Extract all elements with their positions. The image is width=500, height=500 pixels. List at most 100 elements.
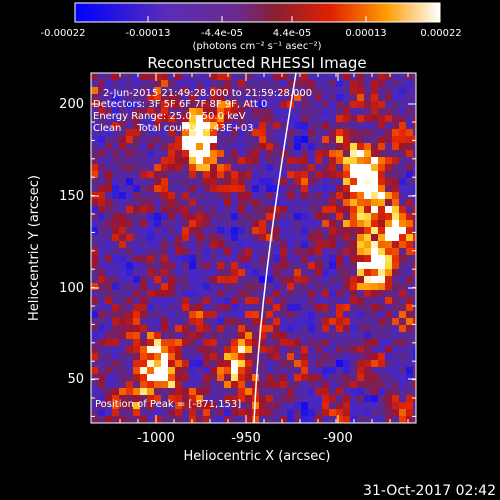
heatmap-cell (175, 339, 182, 346)
heatmap-cell (315, 332, 322, 339)
heatmap-cell (245, 206, 252, 213)
heatmap-cell (98, 164, 105, 171)
heatmap-cell (308, 157, 315, 164)
heatmap-cell (126, 374, 133, 381)
heatmap-cell (154, 269, 161, 276)
heatmap-cell (245, 115, 252, 122)
heatmap-cell (406, 339, 413, 346)
heatmap-cell (245, 304, 252, 311)
heatmap-cell (105, 241, 112, 248)
heatmap-cell (238, 374, 245, 381)
heatmap-cell (161, 80, 168, 87)
heatmap-cell (175, 402, 182, 409)
heatmap-cell (364, 248, 371, 255)
heatmap-cell (196, 171, 203, 178)
heatmap-cell (385, 178, 392, 185)
heatmap-cell (238, 122, 245, 129)
heatmap-cell (168, 115, 175, 122)
heatmap-cell (231, 178, 238, 185)
heatmap-cell (378, 402, 385, 409)
heatmap-cell (378, 94, 385, 101)
heatmap-cell (364, 199, 371, 206)
heatmap-cell (294, 101, 301, 108)
heatmap-cell (350, 213, 357, 220)
heatmap-cell (315, 318, 322, 325)
heatmap-cell (154, 248, 161, 255)
heatmap-cell (392, 80, 399, 87)
heatmap-cell (182, 409, 189, 416)
heatmap-cell (308, 283, 315, 290)
heatmap-cell (357, 94, 364, 101)
heatmap-cell (287, 94, 294, 101)
heatmap-cell (231, 304, 238, 311)
heatmap-cell (119, 395, 126, 402)
heatmap-cell (378, 115, 385, 122)
heatmap-cell (378, 248, 385, 255)
heatmap-cell (175, 150, 182, 157)
heatmap-cell (287, 150, 294, 157)
heatmap-cell (259, 164, 266, 171)
heatmap-cell (161, 374, 168, 381)
heatmap-cell (371, 276, 378, 283)
heatmap-cell (315, 297, 322, 304)
heatmap-cell (371, 297, 378, 304)
heatmap-cell (364, 178, 371, 185)
heatmap-cell (112, 73, 119, 80)
heatmap-cell (252, 80, 259, 87)
heatmap-cell (91, 416, 98, 423)
heatmap-cell (385, 185, 392, 192)
heatmap-cell (147, 94, 154, 101)
heatmap-cell (231, 381, 238, 388)
heatmap-cell (301, 402, 308, 409)
heatmap-cell (161, 136, 168, 143)
heatmap-cell (224, 346, 231, 353)
heatmap-cell (245, 416, 252, 423)
heatmap-cell (133, 255, 140, 262)
annotation-peak: Position of Peak = [-871,153] (95, 399, 241, 410)
heatmap-cell (259, 297, 266, 304)
heatmap-cell (189, 325, 196, 332)
heatmap-cell (182, 94, 189, 101)
heatmap-cell (98, 122, 105, 129)
heatmap-cell (413, 164, 416, 171)
heatmap-cell (336, 241, 343, 248)
heatmap-cell (364, 122, 371, 129)
heatmap-cell (364, 143, 371, 150)
heatmap-cell (378, 80, 385, 87)
heatmap-cell (98, 332, 105, 339)
heatmap-cell (406, 276, 413, 283)
heatmap-cell (203, 367, 210, 374)
heatmap-cell (126, 87, 133, 94)
heatmap-cell (147, 283, 154, 290)
heatmap-cell (189, 374, 196, 381)
heatmap-cell (98, 101, 105, 108)
heatmap-cell (329, 234, 336, 241)
heatmap-cell (245, 150, 252, 157)
heatmap-cell (336, 129, 343, 136)
heatmap-cell (196, 318, 203, 325)
heatmap-cell (413, 122, 416, 129)
heatmap-cell (126, 129, 133, 136)
heatmap-cell (385, 374, 392, 381)
heatmap-cell (154, 87, 161, 94)
heatmap-cell (301, 122, 308, 129)
heatmap-cell (133, 129, 140, 136)
heatmap-cell (259, 367, 266, 374)
heatmap-cell (357, 269, 364, 276)
heatmap-cell (161, 325, 168, 332)
heatmap-cell (154, 262, 161, 269)
heatmap-cell (287, 241, 294, 248)
heatmap-cell (385, 367, 392, 374)
heatmap-cell (224, 150, 231, 157)
heatmap-cell (154, 325, 161, 332)
heatmap-cell (294, 332, 301, 339)
heatmap-cell (308, 115, 315, 122)
heatmap-cell (105, 395, 112, 402)
heatmap-cell (210, 73, 217, 80)
colorbar-tick-label: -0.00013 (126, 28, 171, 39)
heatmap-cell (161, 199, 168, 206)
heatmap-cell (329, 94, 336, 101)
heatmap-cell (245, 255, 252, 262)
heatmap-cell (140, 367, 147, 374)
heatmap-cell (399, 297, 406, 304)
